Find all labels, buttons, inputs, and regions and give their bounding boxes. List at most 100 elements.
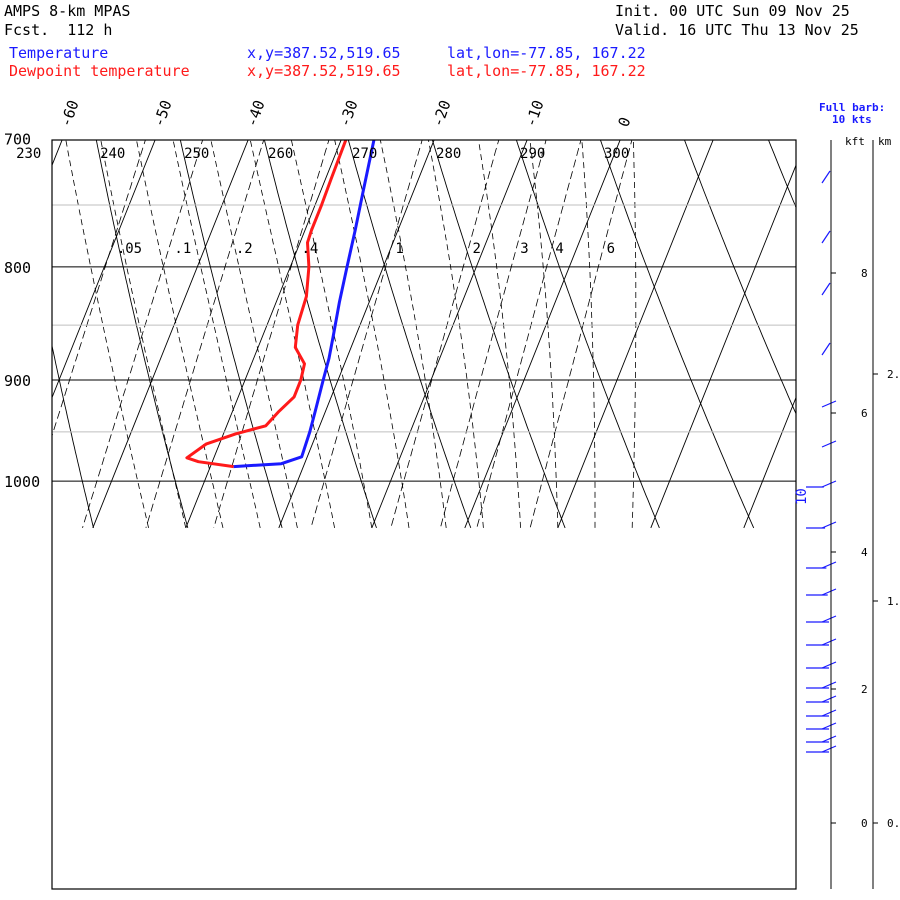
- dry-adiabat-label: 280: [436, 146, 461, 162]
- wind-barb-shaft: [821, 615, 837, 623]
- wind-barb-shaft: [821, 661, 837, 669]
- dry-adiabat-label: 300: [604, 146, 629, 162]
- moist-adiabat: [631, 140, 637, 528]
- isobars: [52, 204, 796, 482]
- valid-time: Valid. 16 UTC Thu 13 Nov 25: [615, 21, 859, 39]
- plot-frame: [51, 139, 797, 890]
- mixing-ratio-label: 3: [520, 241, 528, 257]
- mixing-ratio-line: [476, 140, 582, 529]
- kft-tick-label: 4: [861, 546, 868, 559]
- mixing-ratio-line: [390, 140, 500, 529]
- wind-barb: [821, 170, 831, 184]
- sounding-series: [185, 140, 376, 469]
- wind-barb: [806, 709, 837, 717]
- mixing-ratio-line: [529, 140, 633, 529]
- forecast-hour: Fcst. 112 h: [4, 21, 113, 39]
- kft-tick-label: 8: [861, 267, 868, 280]
- isotherm: [837, 125, 900, 528]
- dry-adiabat-label: 290: [520, 146, 545, 162]
- isotherm: [92, 140, 249, 529]
- dry-adiabat-label: 250: [184, 146, 209, 162]
- model-title: AMPS 8-km MPAS: [4, 2, 131, 20]
- pressure-tick-label: 700: [4, 131, 31, 149]
- wind-barb: [806, 681, 837, 689]
- moist-adiabat: [210, 140, 298, 528]
- init-time: Init. 00 UTC Sun 09 Nov 25: [615, 2, 850, 20]
- wind-barb-shaft: [821, 722, 837, 730]
- wind-barb: [821, 342, 831, 356]
- kft-label: kft: [845, 135, 865, 148]
- wind-barb-shaft: [821, 745, 837, 753]
- wind-barb: [806, 745, 837, 753]
- isotherm: [464, 140, 621, 529]
- wind-barb: [806, 521, 837, 529]
- dry-adiabat-label: 260: [268, 146, 293, 162]
- wind-barb: [821, 230, 831, 244]
- wind-barb: [806, 588, 837, 596]
- km-tick-label: 1.: [887, 595, 900, 608]
- wind-barb: [806, 561, 837, 569]
- isotherm-label: -30: [335, 98, 361, 130]
- wind-barb: [821, 440, 837, 448]
- moist-adiabat: [529, 140, 559, 528]
- wind-barb-shaft: [821, 735, 837, 743]
- wind-barb-shaft: [821, 440, 837, 448]
- mixing-ratio-label: .2: [236, 241, 253, 257]
- wind-barb: [806, 722, 837, 730]
- isotherm-label: -20: [428, 98, 454, 130]
- dry-adiabat: [684, 140, 796, 415]
- background-lines: [52, 125, 900, 529]
- wind-barb-shaft: [821, 170, 831, 184]
- isotherm: [52, 140, 63, 167]
- moist-adiabat: [478, 140, 521, 528]
- wind-barb: [806, 615, 837, 623]
- barb-legend-line1: Full barb:: [819, 101, 885, 114]
- mixing-ratio-label: 1: [395, 241, 403, 257]
- wind-barb-speed-label: 10: [794, 488, 810, 505]
- mixing-ratio-line: [310, 140, 423, 529]
- isotherm: [743, 396, 796, 529]
- isotherm-label: -10: [521, 98, 547, 130]
- mixing-ratio-label: 4: [555, 241, 563, 257]
- isotherm: [650, 164, 796, 529]
- pressure-tick-label: 800: [4, 259, 31, 277]
- wind-barb: [821, 400, 837, 408]
- isotherm: [557, 140, 714, 529]
- moist-adiabat: [100, 140, 187, 528]
- legend-dewpoint-xy: x,y=387.52,519.65: [247, 62, 401, 80]
- pressure-tick-label: 1000: [4, 473, 40, 491]
- dry-adiabat-label: 230: [16, 146, 41, 162]
- mixing-ratio-line: [213, 140, 330, 529]
- isotherm-label: -60: [56, 98, 82, 130]
- wind-barb-shaft: [821, 230, 831, 244]
- mixing-ratio-label: .05: [117, 241, 142, 257]
- km-tick-label: 2.: [887, 368, 900, 381]
- mixing-ratio-line: [440, 140, 547, 529]
- wind-barb-shaft: [821, 709, 837, 717]
- height-axis: Full barb: 10 kts kft km: [819, 101, 892, 889]
- wind-barb: [806, 735, 837, 743]
- legend-temperature-latlon: lat,lon=-77.85, 167.22: [447, 44, 646, 62]
- wind-barbs: 8 6 4 2 0 2. 1. 0. 10: [794, 170, 900, 830]
- isotherm: [185, 140, 342, 529]
- moist-adiabat: [172, 140, 261, 528]
- moist-adiabat: [379, 140, 447, 528]
- wind-barb: [806, 695, 837, 703]
- isotherm: [52, 140, 156, 399]
- legend-temperature-name: Temperature: [9, 44, 109, 62]
- mixing-ratio-label: 6: [607, 241, 615, 257]
- mixing-ratio-line: [145, 140, 265, 529]
- wind-barb: [806, 661, 837, 669]
- wind-barb-shaft: [821, 638, 837, 646]
- km-label: km: [878, 135, 892, 148]
- wind-barb: [821, 282, 831, 296]
- wind-barb-shaft: [821, 521, 837, 529]
- kft-tick-label: 6: [861, 407, 868, 420]
- dry-adiabat: [599, 140, 755, 529]
- wind-barb-shaft: [821, 400, 837, 408]
- legend-dewpoint-name: Dewpoint temperature: [9, 62, 190, 80]
- wind-barb: [806, 480, 837, 488]
- wind-barb-shaft: [821, 695, 837, 703]
- mixing-ratio-label: .1: [174, 241, 191, 257]
- isotherm-label: 0: [614, 115, 634, 130]
